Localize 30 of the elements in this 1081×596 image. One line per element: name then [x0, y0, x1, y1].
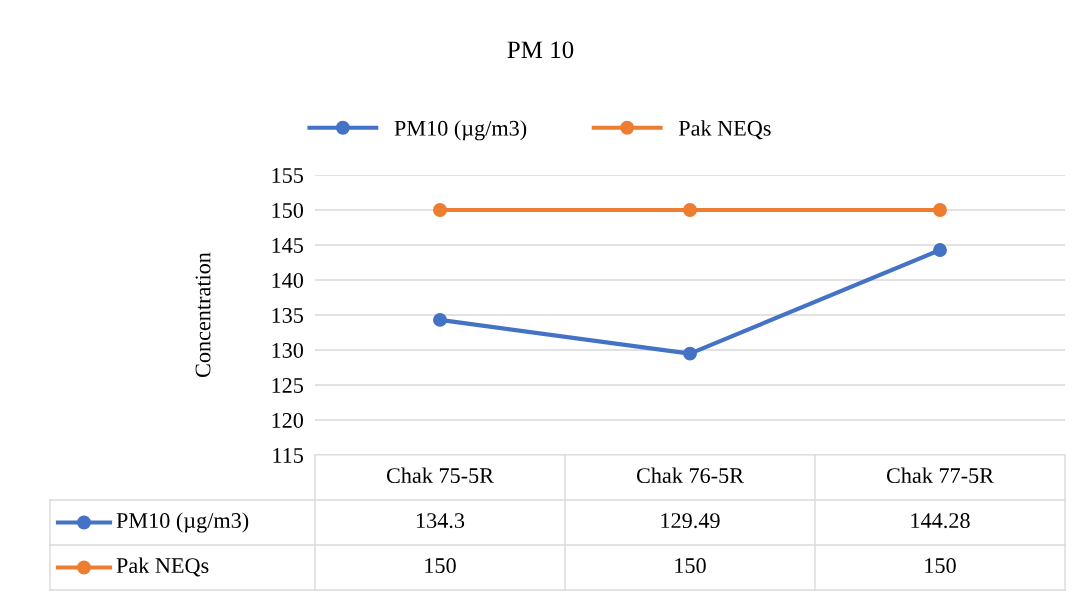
point [933, 243, 947, 257]
data-label: 129.49 [661, 513, 720, 529]
y-tick-label: 125 [272, 377, 304, 393]
x-tick-label: Chak 77-5R [886, 467, 994, 484]
point [433, 312, 447, 327]
y-tick-label: 115 [273, 448, 304, 463]
point [683, 346, 697, 361]
y-tick-label: 120 [272, 412, 304, 428]
point [433, 203, 447, 217]
chart-title: PM 10 [507, 41, 574, 59]
point [933, 203, 947, 217]
data-label: 150 [675, 558, 706, 574]
y-tick-label: 150 [272, 202, 304, 218]
y-tick-label: 135 [272, 307, 304, 323]
data-label: 150 [425, 558, 456, 574]
y-tick-label: 155 [272, 168, 304, 183]
y-tick-label: 130 [272, 342, 304, 358]
text: Pak NEQs [116, 557, 209, 577]
x-tick-label: Chak 75-5R [386, 467, 494, 484]
y-tick-label: 145 [272, 238, 304, 253]
y-axis-title: Concentration [195, 252, 211, 378]
data-label: 144.28 [911, 513, 970, 529]
legend-label: PM10 (µg/m3) [394, 120, 527, 141]
text: PM10 (µg/m3) [116, 512, 249, 533]
point [683, 203, 697, 217]
y-tick-label: 140 [272, 272, 304, 288]
data-label: 134.3 [416, 513, 465, 529]
data-label: 150 [925, 558, 956, 574]
x-tick-label: Chak 76-5R [636, 467, 744, 484]
legend-label: Pak NEQs [678, 120, 771, 140]
